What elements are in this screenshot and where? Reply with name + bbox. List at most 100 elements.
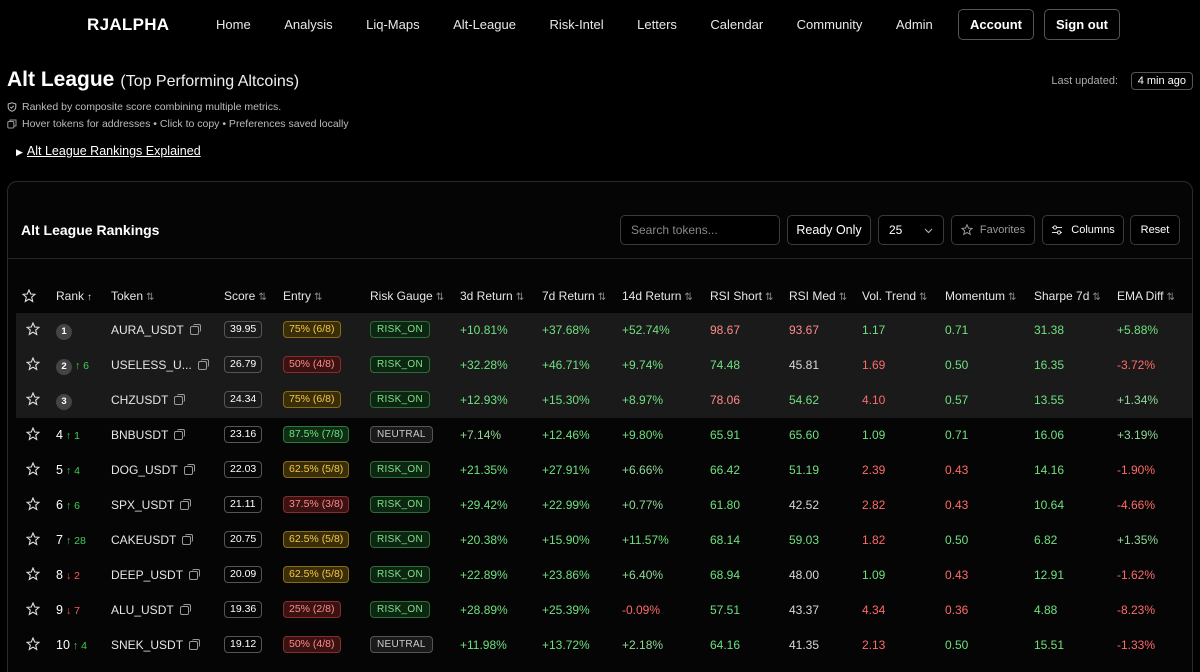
table-row[interactable]: 7 ↑ 28 CAKEUSDT 20.75 62.5% (5/8) RISK_ON +20.… bbox=[16, 523, 1192, 558]
risk-gauge-badge: RISK_ON bbox=[370, 461, 431, 478]
rsi-short-cell: 66.42 bbox=[710, 463, 741, 477]
copy-icon[interactable] bbox=[189, 324, 201, 335]
table-row[interactable]: 5 ↑ 4 DOG_USDT 22.03 62.5% (5/8) RISK_ON +21.3… bbox=[16, 453, 1192, 488]
copy-icon[interactable] bbox=[197, 359, 209, 370]
nav-analysis[interactable]: Analysis bbox=[284, 17, 333, 32]
score-cell: 19.12 bbox=[224, 636, 263, 655]
table-row[interactable]: 8 ↓ 2 DEEP_USDT 20.09 62.5% (5/8) RISK_ON +22.… bbox=[16, 558, 1192, 593]
column-header-entry[interactable]: Entry ⇅ bbox=[283, 289, 322, 303]
table-row[interactable]: 1 AURA_USDT 39.95 75% (6/8) RISK_ON +10.81% +3… bbox=[16, 313, 1192, 348]
copy-icon[interactable] bbox=[179, 604, 191, 615]
column-header-rsi-short[interactable]: RSI Short ⇅ bbox=[710, 289, 773, 303]
nav-alt-league[interactable]: Alt-League bbox=[453, 17, 516, 32]
ema-diff-cell: +5.88% bbox=[1117, 323, 1159, 337]
entry-cell: 62.5% (5/8) bbox=[283, 566, 350, 585]
brand-logo[interactable]: RJALPHA bbox=[87, 15, 170, 34]
reset-button[interactable]: Reset bbox=[1130, 215, 1180, 245]
risk-cell: RISK_ON bbox=[370, 601, 431, 620]
nav-calendar[interactable]: Calendar bbox=[710, 17, 764, 32]
copy-icon[interactable] bbox=[174, 394, 186, 405]
column-header-7d-return[interactable]: 7d Return ⇅ bbox=[542, 289, 606, 303]
column-header-ema-diff[interactable]: EMA Diff ⇅ bbox=[1117, 289, 1175, 303]
favorite-star-icon[interactable] bbox=[25, 496, 41, 511]
copy-icon[interactable] bbox=[183, 464, 195, 475]
sign-out-button[interactable]: Sign out bbox=[1044, 9, 1120, 40]
entry-cell: 50% (4/8) bbox=[283, 636, 341, 655]
favorite-star-icon[interactable] bbox=[25, 601, 41, 616]
nav-letters[interactable]: Letters bbox=[637, 17, 677, 32]
column-header-rank[interactable]: Rank ↑ bbox=[56, 289, 92, 303]
rankings-explained-link[interactable]: Alt League Rankings Explained bbox=[26, 144, 201, 158]
copy-icon[interactable] bbox=[180, 499, 192, 510]
nav-admin[interactable]: Admin bbox=[895, 17, 933, 32]
column-header-vol-trend[interactable]: Vol. Trend ⇅ bbox=[862, 289, 927, 303]
score-cell: 26.79 bbox=[224, 356, 263, 375]
token-name[interactable]: CHZUSDT bbox=[111, 393, 169, 407]
favorite-star-icon[interactable] bbox=[25, 636, 41, 651]
rank-change: ↑ 4 bbox=[66, 465, 80, 477]
ready-only-button[interactable]: Ready Only bbox=[787, 215, 871, 245]
table-row[interactable]: 10 ↑ 4 SNEK_USDT 19.12 50% (4/8) NEUTRAL +11.9… bbox=[16, 628, 1192, 663]
search-input[interactable] bbox=[620, 215, 780, 245]
token-name[interactable]: CAKEUSDT bbox=[111, 533, 177, 547]
column-header-score[interactable]: Score ⇅ bbox=[224, 289, 267, 303]
favorite-all-star-icon[interactable] bbox=[21, 288, 37, 303]
token-name[interactable]: AURA_USDT bbox=[111, 323, 184, 337]
chevron-down-icon bbox=[924, 223, 933, 237]
nav-risk-intel[interactable]: Risk-Intel bbox=[549, 17, 604, 32]
column-header-3d-return[interactable]: 3d Return ⇅ bbox=[460, 289, 524, 303]
sharpe-7d-cell: 15.51 bbox=[1034, 638, 1065, 652]
copy-icon[interactable] bbox=[182, 534, 194, 545]
token-name[interactable]: SNEK_USDT bbox=[111, 638, 184, 652]
column-header-rsi-med[interactable]: RSI Med ⇅ bbox=[789, 289, 847, 303]
table-row[interactable]: 9 ↓ 7 ALU_USDT 19.36 25% (2/8) RISK_ON +28.89%… bbox=[16, 593, 1192, 628]
nav-community[interactable]: Community bbox=[796, 17, 863, 32]
favorite-star-icon[interactable] bbox=[25, 531, 41, 546]
arrow-up-icon: ↑ bbox=[65, 535, 72, 547]
rsi-short-cell: 74.48 bbox=[710, 358, 741, 372]
momentum-cell: 0.71 bbox=[945, 323, 969, 337]
rank-cell: 9 ↓ 7 bbox=[56, 603, 80, 617]
star-icon bbox=[960, 224, 973, 236]
favorite-star-icon[interactable] bbox=[25, 426, 41, 441]
token-name[interactable]: DEEP_USDT bbox=[111, 568, 184, 582]
token-name[interactable]: BNBUSDT bbox=[111, 428, 169, 442]
table-row[interactable]: 4 ↑ 1 BNBUSDT 23.16 87.5% (7/8) NEUTRAL +7.14%… bbox=[16, 418, 1192, 453]
favorite-star-icon[interactable] bbox=[25, 461, 41, 476]
column-header-risk-gauge[interactable]: Risk Gauge ⇅ bbox=[370, 289, 444, 303]
copy-icon[interactable] bbox=[189, 569, 201, 580]
column-header-token[interactable]: Token ⇅ bbox=[111, 289, 154, 303]
favorite-star-icon[interactable] bbox=[25, 391, 41, 406]
nav-liq-maps[interactable]: Liq-Maps bbox=[366, 17, 420, 32]
table-row[interactable]: 6 ↑ 6 SPX_USDT 21.11 37.5% (3/8) RISK_ON +29.4… bbox=[16, 488, 1192, 523]
column-header-sharpe-7d[interactable]: Sharpe 7d ⇅ bbox=[1034, 289, 1101, 303]
favorite-star-icon[interactable] bbox=[25, 321, 41, 336]
sort-icon: ⇅ bbox=[597, 292, 607, 303]
favorite-star-icon[interactable] bbox=[25, 356, 41, 371]
sort-icon: ⇅ bbox=[765, 292, 774, 303]
table-row[interactable]: 2 ↑ 6 USELESS_U... 26.79 50% (4/8) RISK_ON +32… bbox=[16, 348, 1192, 383]
momentum-cell: 0.57 bbox=[945, 393, 969, 407]
page-size-select[interactable]: 25 bbox=[878, 215, 944, 245]
last-updated-label: Last updated: bbox=[1051, 75, 1118, 87]
columns-button[interactable]: Columns bbox=[1042, 215, 1124, 245]
token-name[interactable]: SPX_USDT bbox=[111, 498, 175, 512]
token-name[interactable]: USELESS_U... bbox=[111, 358, 192, 372]
column-header-momentum[interactable]: Momentum ⇅ bbox=[945, 289, 1016, 303]
score-badge: 20.09 bbox=[224, 566, 263, 583]
vol-trend-cell: 2.39 bbox=[862, 463, 886, 477]
token-name[interactable]: ALU_USDT bbox=[111, 603, 174, 617]
favorites-button[interactable]: Favorites bbox=[951, 215, 1035, 245]
copy-icon[interactable] bbox=[174, 429, 186, 440]
account-button[interactable]: Account bbox=[958, 9, 1034, 40]
table-row[interactable]: 3 CHZUSDT 24.34 75% (6/8) RISK_ON +12.93% +15.… bbox=[16, 383, 1192, 418]
column-header-14d-return[interactable]: 14d Return ⇅ bbox=[622, 289, 693, 303]
rank-cell: 6 ↑ 6 bbox=[56, 498, 80, 512]
column-header-label: Momentum bbox=[945, 289, 1006, 303]
nav-home[interactable]: Home bbox=[216, 17, 251, 32]
copy-icon[interactable] bbox=[189, 639, 201, 650]
token-name[interactable]: DOG_USDT bbox=[111, 463, 178, 477]
rankings-explained-toggle[interactable]: ▶ Alt League Rankings Explained bbox=[16, 144, 201, 158]
favorite-star-icon[interactable] bbox=[25, 566, 41, 581]
rsi-med-cell: 43.37 bbox=[789, 603, 820, 617]
